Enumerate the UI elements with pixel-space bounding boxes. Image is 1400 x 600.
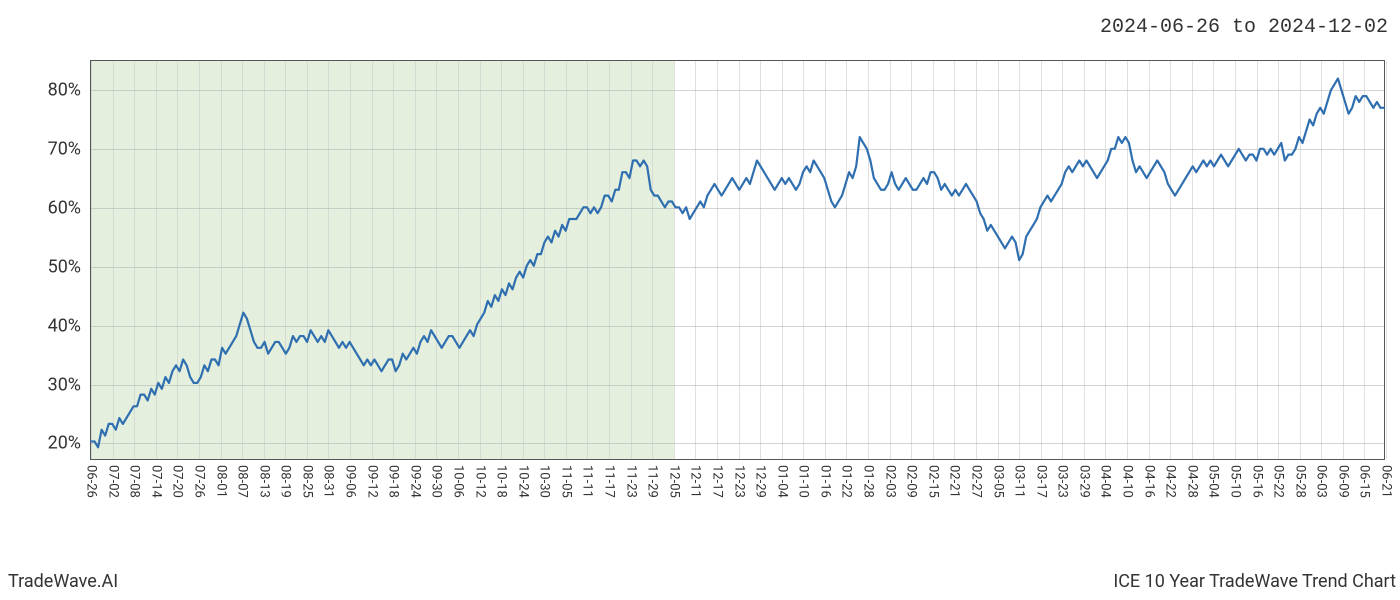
x-tick-label: 04-22 (1163, 465, 1178, 498)
x-tick-label: 01-10 (796, 465, 811, 498)
x-tick-label: 06-15 (1357, 465, 1372, 498)
x-tick-label: 04-10 (1120, 465, 1135, 498)
trend-chart: 20%30%40%50%60%70%80%06-2607-0207-0807-1… (90, 60, 1385, 500)
x-tick-label: 11-11 (580, 465, 595, 498)
y-tick-label: 40% (48, 315, 81, 336)
x-tick-label: 08-31 (321, 465, 336, 498)
x-tick-label: 02-27 (968, 465, 983, 498)
y-tick-label: 80% (48, 80, 81, 101)
y-tick-label: 20% (48, 433, 81, 454)
x-tick-label: 08-19 (278, 465, 293, 498)
x-tick-label: 05-04 (1206, 465, 1221, 498)
x-tick-label: 05-16 (1249, 465, 1264, 498)
x-tick-label: 02-15 (925, 465, 940, 498)
x-tick-label: 06-09 (1335, 465, 1350, 498)
x-tick-label: 09-12 (364, 465, 379, 498)
x-tick-label: 11-17 (602, 465, 617, 498)
x-tick-label: 08-01 (213, 465, 228, 498)
vertical-gridline (1386, 61, 1387, 459)
x-tick-label: 10-06 (450, 465, 465, 498)
footer-brand: TradeWave.AI (8, 571, 118, 592)
trend-line (91, 79, 1384, 448)
date-range-label: 2024-06-26 to 2024-12-02 (1100, 16, 1388, 39)
x-tick-label: 11-05 (558, 465, 573, 498)
x-tick-label: 06-03 (1314, 465, 1329, 498)
x-tick-label: 09-18 (386, 465, 401, 498)
x-tick-label: 08-07 (235, 465, 250, 498)
x-tick-label: 02-09 (904, 465, 919, 498)
x-tick-label: 02-21 (947, 465, 962, 498)
x-tick-label: 01-22 (839, 465, 854, 498)
x-tick-label: 07-26 (191, 465, 206, 498)
x-tick-label: 07-20 (170, 465, 185, 498)
x-tick-label: 12-05 (666, 465, 681, 498)
x-tick-label: 12-17 (709, 465, 724, 498)
x-tick-label: 03-05 (990, 465, 1005, 498)
y-tick-label: 70% (48, 139, 81, 160)
x-tick-label: 05-10 (1227, 465, 1242, 498)
x-tick-label: 09-24 (407, 465, 422, 498)
x-tick-label: 08-13 (256, 465, 271, 498)
x-tick-label: 12-11 (688, 465, 703, 498)
x-tick-label: 08-25 (299, 465, 314, 498)
x-tick-label: 03-29 (1076, 465, 1091, 498)
line-svg (91, 61, 1384, 459)
x-tick-label: 03-11 (1012, 465, 1027, 498)
x-tick-label: 10-12 (472, 465, 487, 498)
x-tick-label: 11-29 (645, 465, 660, 498)
x-tick-label: 10-24 (515, 465, 530, 498)
x-tick-label: 11-23 (623, 465, 638, 498)
x-tick-label: 10-30 (537, 465, 552, 498)
x-tick-label: 09-30 (429, 465, 444, 498)
x-tick-label: 01-28 (861, 465, 876, 498)
x-tick-label: 12-29 (753, 465, 768, 498)
x-tick-label: 03-17 (1033, 465, 1048, 498)
x-tick-label: 10-18 (494, 465, 509, 498)
x-tick-label: 12-23 (731, 465, 746, 498)
x-tick-label: 02-03 (882, 465, 897, 498)
x-tick-label: 06-21 (1379, 465, 1394, 498)
x-tick-label: 04-16 (1141, 465, 1156, 498)
x-tick-label: 07-14 (148, 465, 163, 498)
x-tick-label: 04-28 (1184, 465, 1199, 498)
x-tick-label: 03-23 (1055, 465, 1070, 498)
y-tick-label: 30% (48, 374, 81, 395)
y-tick-label: 50% (48, 256, 81, 277)
x-tick-label: 06-26 (84, 465, 99, 498)
x-tick-label: 01-04 (774, 465, 789, 498)
x-tick-label: 07-02 (105, 465, 120, 498)
footer-title: ICE 10 Year TradeWave Trend Chart (1113, 571, 1396, 592)
x-tick-label: 07-08 (127, 465, 142, 498)
x-tick-label: 05-22 (1271, 465, 1286, 498)
plot-area: 20%30%40%50%60%70%80%06-2607-0207-0807-1… (90, 60, 1385, 460)
x-tick-label: 01-16 (817, 465, 832, 498)
x-tick-label: 05-28 (1292, 465, 1307, 498)
x-tick-label: 04-04 (1098, 465, 1113, 498)
y-tick-label: 60% (48, 198, 81, 219)
x-tick-label: 09-06 (343, 465, 358, 498)
